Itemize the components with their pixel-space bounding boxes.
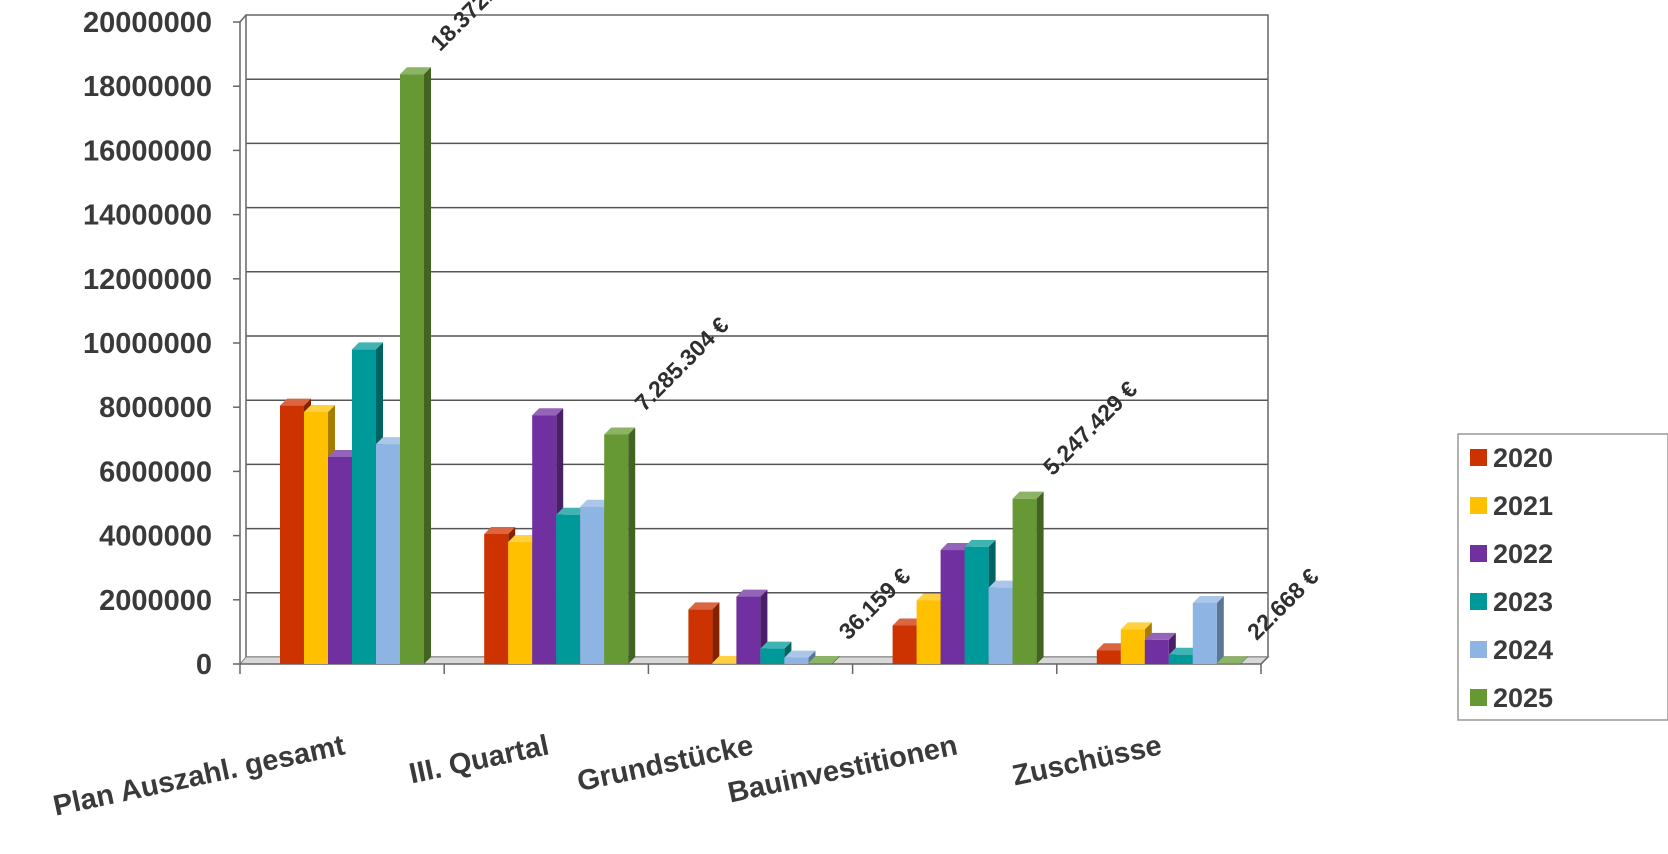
x-tick-label: Plan Auszahl. gesamt bbox=[50, 729, 348, 822]
legend-swatch bbox=[1470, 449, 1487, 466]
y-tick-label: 0 bbox=[196, 649, 212, 681]
data-label: 18.372.600 € bbox=[425, 0, 538, 56]
y-tick-labels: 0 2000000 4000000 6000000 8000000 10000000 120… bbox=[83, 7, 212, 681]
x-tick-label: Zuschüsse bbox=[1010, 730, 1165, 793]
y-tick-label: 8000000 bbox=[99, 392, 212, 424]
legend: 2020 2021 2022 2023 2024 2025 bbox=[1457, 433, 1668, 721]
legend-item: 2020 bbox=[1470, 443, 1553, 473]
legend-label: 2021 bbox=[1493, 491, 1553, 521]
y-tick-label: 12000000 bbox=[83, 264, 212, 296]
bar bbox=[940, 543, 972, 664]
bar bbox=[688, 602, 720, 664]
legend-item: 2025 bbox=[1470, 683, 1553, 713]
y-tick-label: 20000000 bbox=[83, 7, 212, 39]
bar bbox=[604, 427, 636, 664]
legend-item: 2021 bbox=[1470, 491, 1553, 521]
legend-swatch bbox=[1470, 641, 1487, 658]
x-axis-depth-line bbox=[1260, 656, 1269, 665]
x-tick-label: III. Quartal bbox=[406, 730, 551, 791]
legend-label: 2025 bbox=[1493, 683, 1553, 713]
legend-label: 2024 bbox=[1493, 635, 1553, 665]
y-tick-label: 18000000 bbox=[83, 71, 212, 103]
y-axis-depth-line bbox=[239, 14, 247, 23]
legend-item: 2022 bbox=[1470, 539, 1553, 569]
bar bbox=[400, 67, 431, 664]
bars bbox=[280, 67, 1248, 664]
x-tick-labels: Plan Auszahl. gesamt III. Quartal Grundstü… bbox=[50, 729, 1164, 822]
legend-label: 2023 bbox=[1493, 587, 1553, 617]
legend-swatch bbox=[1470, 593, 1487, 610]
legend-swatch bbox=[1470, 689, 1487, 706]
bar bbox=[1216, 656, 1248, 664]
bar bbox=[784, 650, 816, 664]
y-tick-label: 10000000 bbox=[83, 328, 212, 360]
bar bbox=[1192, 596, 1224, 664]
legend-label: 2020 bbox=[1493, 443, 1553, 473]
legend-swatch bbox=[1470, 497, 1487, 514]
y-tick-label: 14000000 bbox=[83, 200, 212, 232]
y-tick-label: 2000000 bbox=[99, 585, 212, 617]
bar bbox=[352, 342, 383, 664]
legend-item: 2024 bbox=[1470, 635, 1553, 665]
y-tick-label: 16000000 bbox=[83, 135, 212, 167]
x-tick-label: Bauinvestitionen bbox=[725, 730, 960, 810]
y-tick-label: 4000000 bbox=[99, 521, 212, 553]
bar bbox=[1012, 491, 1044, 664]
y-tick-label: 6000000 bbox=[99, 456, 212, 488]
legend-item: 2023 bbox=[1470, 587, 1553, 617]
bar bbox=[808, 656, 840, 664]
bar bbox=[736, 589, 768, 664]
data-label: 22.668 € bbox=[1242, 563, 1324, 645]
legend-box bbox=[1457, 433, 1668, 721]
legend-label: 2022 bbox=[1493, 539, 1553, 569]
legend-swatch bbox=[1470, 545, 1487, 562]
